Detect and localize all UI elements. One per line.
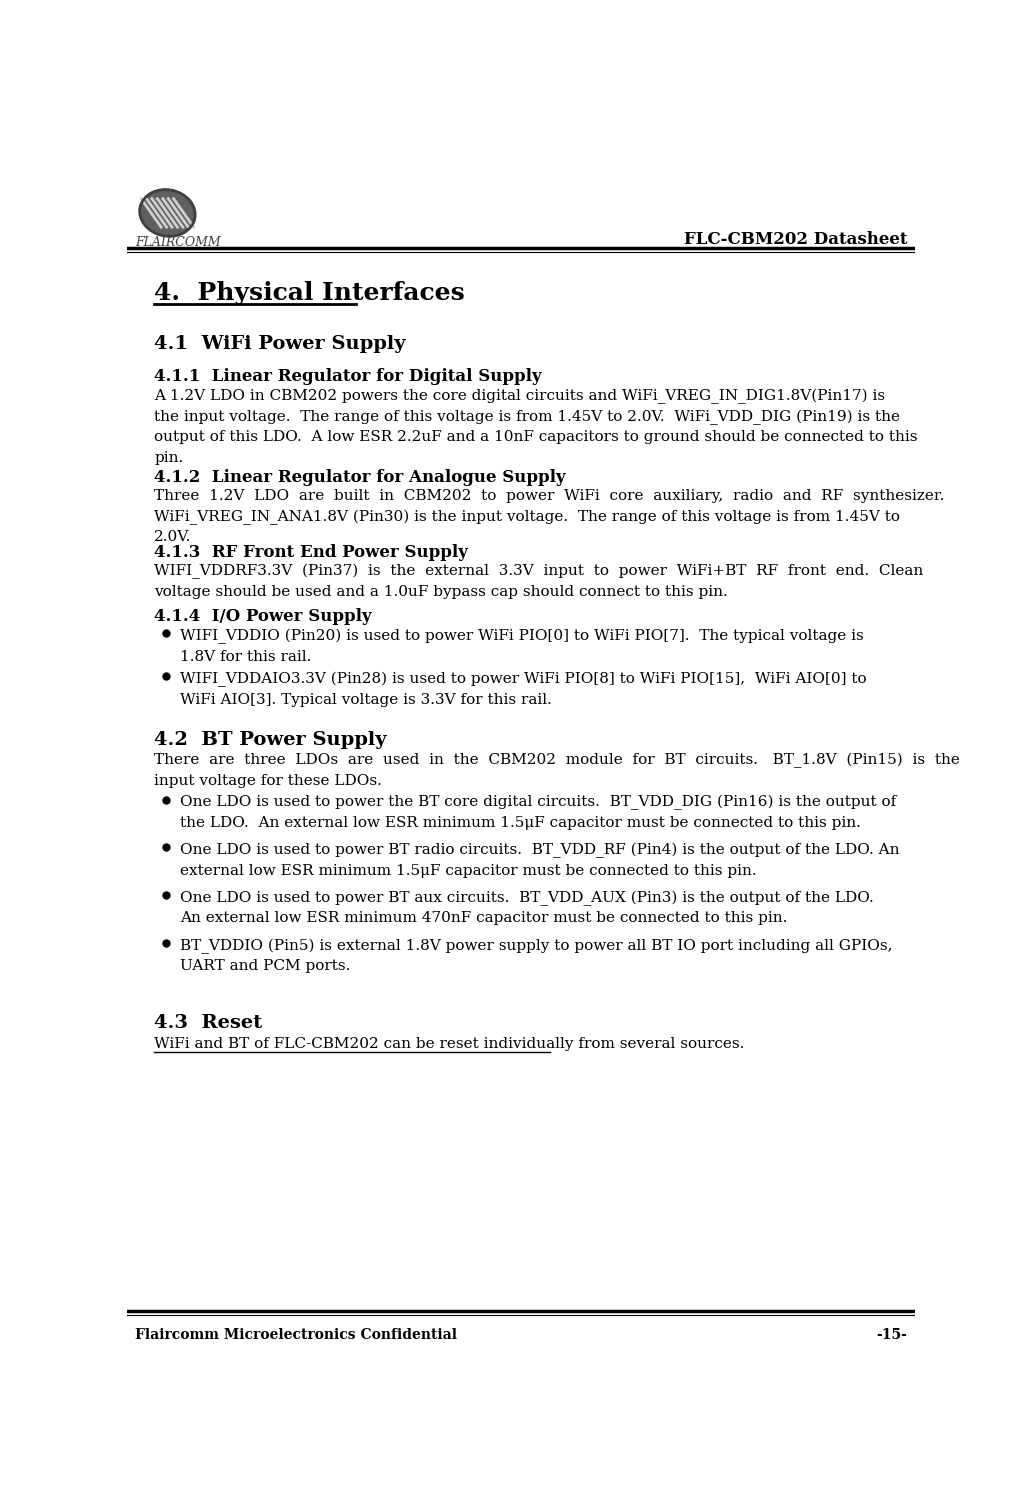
Ellipse shape (139, 190, 195, 236)
Text: 4.1.3  RF Front End Power Supply: 4.1.3 RF Front End Power Supply (155, 543, 468, 561)
Text: the input voltage.  The range of this voltage is from 1.45V to 2.0V.  WiFi_VDD_D: the input voltage. The range of this vol… (155, 409, 900, 424)
Text: A 1.2V LDO in CBM202 powers the core digital circuits and WiFi_VREG_IN_DIG1.8V(P: A 1.2V LDO in CBM202 powers the core dig… (155, 388, 886, 403)
Text: 4.2  BT Power Supply: 4.2 BT Power Supply (155, 731, 386, 749)
Text: WiFi_VREG_IN_ANA1.8V (Pin30) is the input voltage.  The range of this voltage is: WiFi_VREG_IN_ANA1.8V (Pin30) is the inpu… (155, 509, 900, 525)
Text: FLC-CBM202 Datasheet: FLC-CBM202 Datasheet (684, 230, 907, 248)
Text: One LDO is used to power BT aux circuits.  BT_VDD_AUX (Pin3) is the output of th: One LDO is used to power BT aux circuits… (180, 891, 874, 906)
Text: 4.  Physical Interfaces: 4. Physical Interfaces (155, 281, 465, 304)
Text: 2.0V.: 2.0V. (155, 530, 191, 545)
Text: pin.: pin. (155, 452, 183, 465)
Text: input voltage for these LDOs.: input voltage for these LDOs. (155, 774, 382, 787)
Text: 4.1.2  Linear Regulator for Analogue Supply: 4.1.2 Linear Regulator for Analogue Supp… (155, 470, 565, 486)
Text: WIFI_VDDAIO3.3V (Pin28) is used to power WiFi PIO[8] to WiFi PIO[15],  WiFi AIO[: WIFI_VDDAIO3.3V (Pin28) is used to power… (180, 671, 866, 688)
Text: WiFi and BT of FLC-CBM202 can be reset individually from several sources.: WiFi and BT of FLC-CBM202 can be reset i… (155, 1037, 744, 1050)
Text: 4.3  Reset: 4.3 Reset (155, 1014, 262, 1032)
Text: Three  1.2V  LDO  are  built  in  CBM202  to  power  WiFi  core  auxiliary,  rad: Three 1.2V LDO are built in CBM202 to po… (155, 489, 945, 503)
Text: 1.8V for this rail.: 1.8V for this rail. (180, 650, 311, 664)
Text: the LDO.  An external low ESR minimum 1.5μF capacitor must be connected to this : the LDO. An external low ESR minimum 1.5… (180, 816, 860, 829)
Text: WIFI_VDDRF3.3V  (Pin37)  is  the  external  3.3V  input  to  power  WiFi+BT  RF : WIFI_VDDRF3.3V (Pin37) is the external 3… (155, 564, 923, 579)
Text: Flaircomm Microelectronics Confidential: Flaircomm Microelectronics Confidential (135, 1327, 457, 1342)
Text: WIFI_VDDIO (Pin20) is used to power WiFi PIO[0] to WiFi PIO[7].  The typical vol: WIFI_VDDIO (Pin20) is used to power WiFi… (180, 629, 863, 644)
Text: external low ESR minimum 1.5μF capacitor must be connected to this pin.: external low ESR minimum 1.5μF capacitor… (180, 864, 757, 877)
Text: One LDO is used to power the BT core digital circuits.  BT_VDD_DIG (Pin16) is th: One LDO is used to power the BT core dig… (180, 795, 896, 810)
Text: An external low ESR minimum 470nF capacitor must be connected to this pin.: An external low ESR minimum 470nF capaci… (180, 912, 787, 926)
Text: UART and PCM ports.: UART and PCM ports. (180, 959, 350, 974)
Text: FLAIRCOMM: FLAIRCOMM (135, 236, 221, 248)
Text: voltage should be used and a 1.0uF bypass cap should connect to this pin.: voltage should be used and a 1.0uF bypas… (155, 585, 728, 599)
Text: 4.1  WiFi Power Supply: 4.1 WiFi Power Supply (155, 334, 406, 352)
Text: One LDO is used to power BT radio circuits.  BT_VDD_RF (Pin4) is the output of t: One LDO is used to power BT radio circui… (180, 843, 899, 858)
Text: 4.1.1  Linear Regulator for Digital Supply: 4.1.1 Linear Regulator for Digital Suppl… (155, 367, 542, 385)
Text: WiFi AIO[3]. Typical voltage is 3.3V for this rail.: WiFi AIO[3]. Typical voltage is 3.3V for… (180, 692, 551, 707)
Text: 4.1.4  I/O Power Supply: 4.1.4 I/O Power Supply (155, 608, 372, 625)
Text: -15-: -15- (877, 1327, 907, 1342)
Text: output of this LDO.  A low ESR 2.2uF and a 10nF capacitors to ground should be c: output of this LDO. A low ESR 2.2uF and … (155, 430, 917, 444)
Text: There  are  three  LDOs  are  used  in  the  CBM202  module  for  BT  circuits. : There are three LDOs are used in the CBM… (155, 752, 960, 768)
Text: BT_VDDIO (Pin5) is external 1.8V power supply to power all BT IO port including : BT_VDDIO (Pin5) is external 1.8V power s… (180, 938, 892, 954)
